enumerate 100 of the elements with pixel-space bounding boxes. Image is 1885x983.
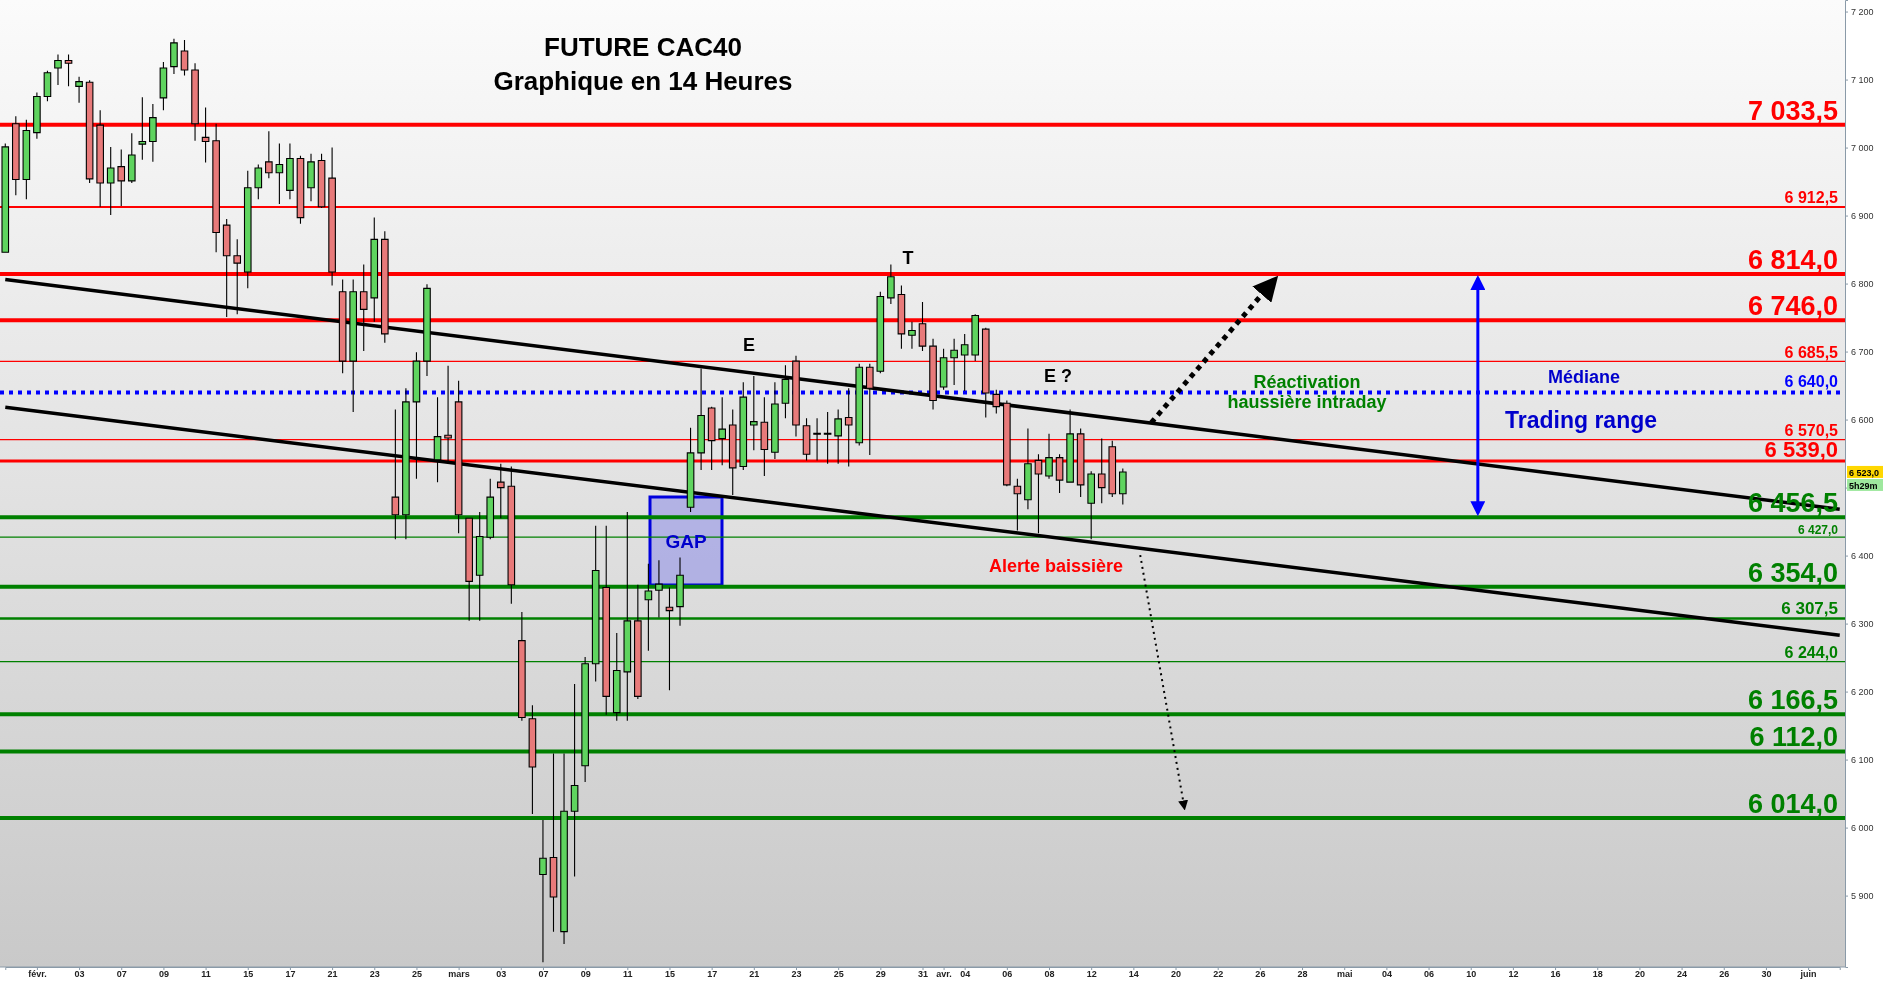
candlestick [897, 285, 906, 350]
x-tick-label: 09 [158, 969, 169, 980]
candlestick [1076, 427, 1085, 498]
ref-line-label: 6 112,0 [1749, 722, 1838, 753]
candlestick [771, 381, 779, 460]
x-tick-label: mars [448, 969, 470, 980]
candlestick [423, 283, 431, 377]
x-tick-label: 29 [875, 969, 886, 980]
annotation: Médiane [1547, 367, 1621, 388]
text: Graphique en 14 Heures [493, 66, 793, 96]
x-tick-label: 12 [1086, 969, 1097, 980]
x-tick-label: 17 [285, 969, 296, 980]
y-tick-label: 6 800 [1851, 278, 1874, 289]
x-tick-label: 07 [116, 969, 127, 980]
candlestick [1024, 427, 1032, 510]
candlestick [1108, 440, 1117, 498]
text: FUTURE CAC40 [544, 32, 742, 62]
candlestick [180, 39, 189, 77]
x-tick-label: 10 [1466, 969, 1477, 980]
x-tick-label: 08 [1044, 969, 1055, 980]
x-tick-label: 11 [623, 969, 633, 980]
candlestick [539, 819, 547, 963]
x-tick-label: 31 [917, 969, 929, 980]
candlestick [1119, 467, 1127, 506]
candlestick [549, 752, 558, 933]
y-tick-label: 6 400 [1851, 550, 1874, 561]
candlestick [159, 61, 168, 111]
candlestick [1045, 433, 1053, 480]
candlestick [813, 417, 821, 461]
ref-line-label: 6 640,0 [1784, 373, 1839, 391]
x-tick-label: 09 [580, 969, 591, 980]
ref-line-label: 7 033,5 [1747, 95, 1838, 126]
ref-line-label: 6 570,5 [1784, 421, 1839, 439]
annotation: E [742, 335, 756, 356]
x-tick-label: 04 [1381, 969, 1392, 980]
candlestick [127, 132, 136, 184]
x-tick-label: mai [1336, 969, 1353, 980]
candlestick [1034, 453, 1043, 534]
x-tick-label: 18 [1592, 969, 1603, 980]
candlestick [117, 149, 126, 207]
candlestick [12, 115, 20, 196]
x-tick-label: 23 [369, 969, 380, 980]
candlestick [602, 525, 611, 716]
x-tick-label: 25 [833, 969, 844, 980]
ref-line-label: 6 814,0 [1747, 245, 1838, 276]
candlestick [75, 76, 83, 104]
candlestick [908, 321, 916, 350]
x-tick-label: 26 [1719, 969, 1730, 980]
candlestick [1087, 470, 1095, 540]
ref-line-label: 6 166,5 [1747, 685, 1838, 716]
candlestick [317, 153, 326, 209]
x-tick-label: 06 [1002, 969, 1013, 980]
x-tick-label: 03 [74, 969, 85, 980]
candlestick [560, 752, 568, 945]
candlestick [591, 525, 600, 682]
x-tick-label: 14 [1128, 969, 1139, 980]
candlestick [85, 79, 94, 184]
candlestick [286, 142, 294, 200]
ref-line-label: 6 354,0 [1747, 557, 1838, 588]
candlestick [528, 704, 537, 815]
candlestick [634, 584, 642, 700]
ref-line-label: 6 244,0 [1784, 644, 1839, 662]
x-tick-label: 03 [496, 969, 507, 980]
x-tick-label: 21 [327, 969, 338, 980]
annotation: Trading range [1504, 407, 1658, 434]
x-tick-label: 26 [1255, 969, 1266, 980]
candlestick [718, 396, 726, 466]
y-tick-label: 7 200 [1851, 6, 1874, 17]
candlestick [370, 217, 379, 323]
candlestick [518, 611, 526, 722]
candlestick [201, 106, 210, 164]
ref-line-label: 6 427,0 [1797, 522, 1839, 537]
candlestick [106, 146, 115, 216]
candlestick [391, 408, 400, 540]
candlestick [918, 301, 927, 352]
y-tick-label: 6 700 [1851, 346, 1874, 357]
candlestick [992, 389, 1001, 415]
y-tick-label: 6 100 [1851, 754, 1874, 765]
candlestick [486, 478, 495, 540]
candlestick [760, 396, 769, 477]
ref-line-label: 6 746,0 [1747, 291, 1838, 322]
x-tick-label: avr. [936, 969, 952, 980]
candlestick [929, 338, 937, 410]
candlestick [939, 348, 948, 391]
candlestick [43, 70, 52, 102]
x-tick-label: févr. [28, 969, 47, 980]
x-tick-label: 28 [1297, 969, 1308, 980]
x-tick-label: 20 [1171, 969, 1182, 980]
candlestick [465, 517, 473, 622]
annotation: Alerte baissière [988, 556, 1124, 577]
candlestick [96, 109, 104, 208]
candlestick [1, 142, 10, 253]
candlestick [623, 511, 632, 722]
y-tick-label: 7 100 [1851, 74, 1874, 85]
candlestick [170, 38, 178, 75]
candlestick [307, 153, 315, 202]
y-tick-label: 5 900 [1851, 890, 1874, 901]
x-tick-label: 12 [1508, 969, 1519, 980]
x-tick-label: juin [1799, 969, 1817, 980]
candlestick [665, 586, 674, 691]
